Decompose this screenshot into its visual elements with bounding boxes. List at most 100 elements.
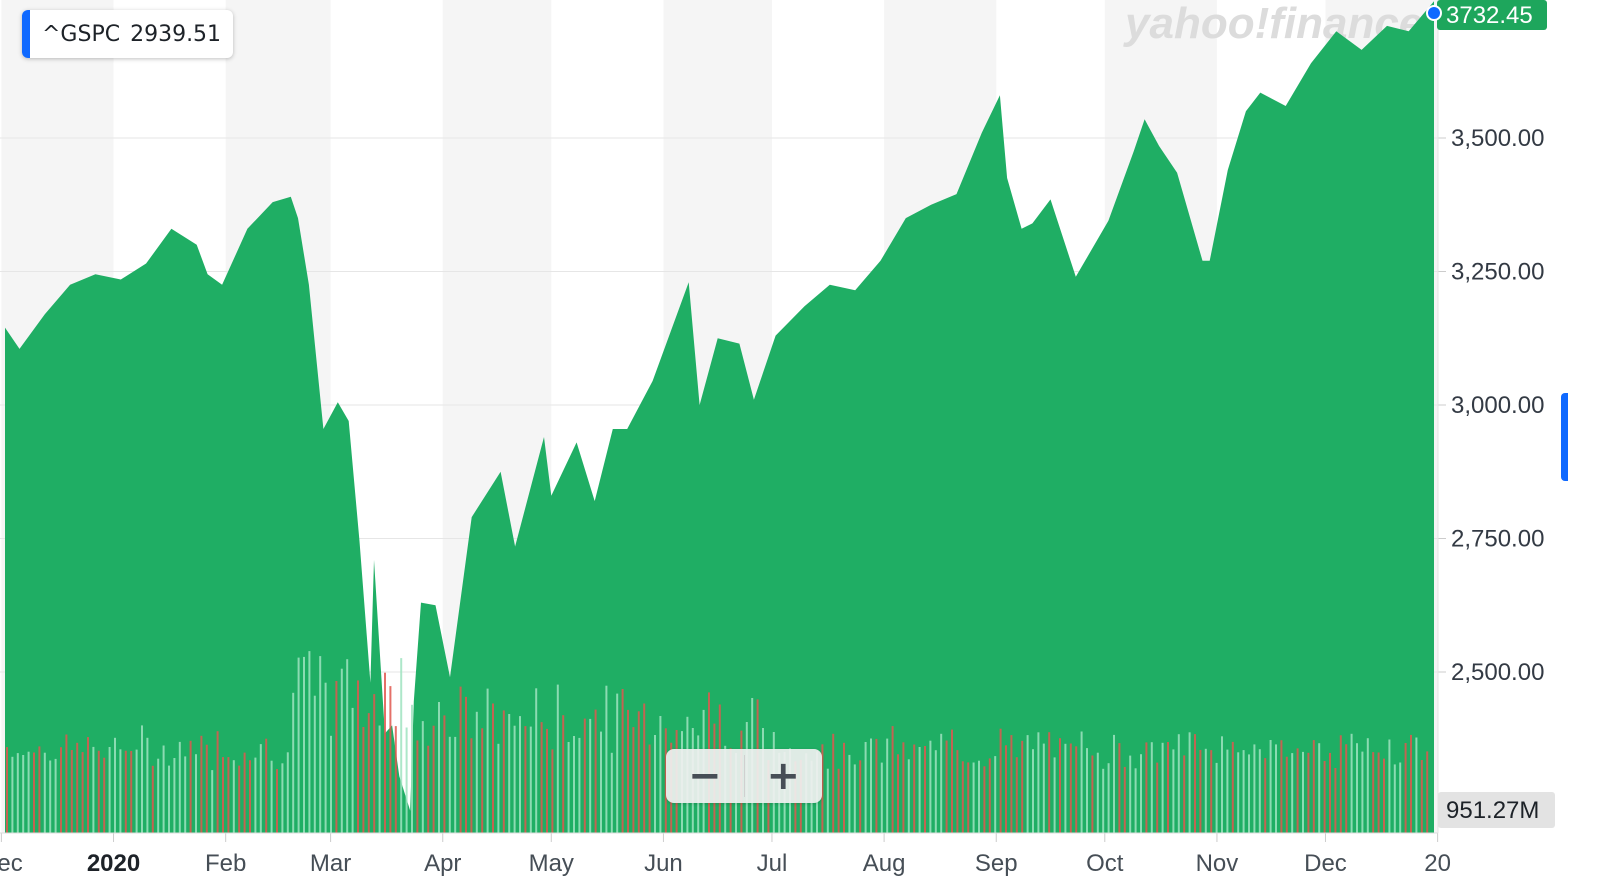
- volume-bar: [281, 763, 284, 833]
- volume-bar: [897, 754, 899, 833]
- volume-bar: [265, 738, 268, 833]
- volume-bar: [254, 757, 257, 833]
- volume-bar: [319, 656, 322, 833]
- volume-bar: [135, 749, 138, 833]
- volume-bar: [486, 688, 489, 833]
- volume-bar: [38, 746, 41, 833]
- volume-bar: [1145, 742, 1148, 833]
- volume-bar: [427, 745, 430, 833]
- volume-bar: [184, 756, 187, 833]
- volume-bar: [1102, 768, 1105, 833]
- volume-bar: [837, 768, 840, 833]
- volume-bar: [1221, 736, 1223, 833]
- volume-bar: [1291, 753, 1294, 833]
- volume-bar: [394, 726, 397, 833]
- volume-bar: [1415, 737, 1418, 833]
- x-tick-label: 2020: [87, 850, 140, 877]
- volume-bar: [157, 758, 160, 833]
- volume-bar: [346, 659, 349, 833]
- volume-bar: [443, 715, 446, 833]
- volume-bar: [54, 758, 57, 833]
- volume-bar: [1113, 734, 1115, 833]
- volume-bar: [227, 757, 230, 833]
- volume-bar: [1107, 763, 1110, 833]
- volume-bar: [913, 744, 916, 833]
- volume-bar: [259, 744, 262, 833]
- symbol-legend[interactable]: ^GSPC 2939.51: [22, 10, 234, 58]
- volume-bar: [513, 725, 516, 833]
- volume-bar: [492, 703, 494, 833]
- volume-bar: [6, 747, 8, 833]
- volume-bar: [211, 770, 214, 833]
- volume-bar: [411, 704, 413, 833]
- volume-bar: [1237, 752, 1240, 833]
- volume-bar: [1318, 743, 1321, 833]
- zoom-out-button[interactable]: −: [666, 749, 744, 803]
- volume-bar: [119, 749, 122, 833]
- volume-bar: [546, 728, 548, 833]
- volume-bar: [1334, 768, 1337, 833]
- volume-bar: [465, 696, 467, 833]
- volume-bar: [1210, 750, 1213, 833]
- volume-bar: [11, 756, 14, 833]
- volume-bar: [1032, 749, 1034, 833]
- volume-bar: [243, 752, 246, 833]
- volume-bar: [1161, 742, 1164, 833]
- volume-bar: [621, 689, 624, 833]
- volume-bar: [994, 756, 997, 833]
- volume-bar: [146, 737, 149, 833]
- legend-value: 2939.51: [130, 21, 222, 47]
- volume-bar: [1248, 754, 1250, 833]
- volume-bar: [540, 722, 543, 833]
- volume-bar: [340, 668, 343, 833]
- volume-bar: [1172, 749, 1175, 833]
- y-tick-label: 2,500.00: [1451, 659, 1544, 686]
- x-tick-label: Apr: [424, 850, 461, 877]
- volume-bar: [1204, 748, 1207, 833]
- volume-bar: [637, 711, 640, 833]
- volume-bar: [286, 752, 289, 833]
- volume-bar: [205, 744, 208, 833]
- zoom-controls: − +: [666, 749, 822, 803]
- volume-bar: [1383, 758, 1385, 833]
- volume-bar: [1426, 751, 1429, 833]
- volume-bar: [1134, 768, 1137, 833]
- volume-bar: [481, 728, 484, 833]
- volume-bar: [49, 760, 52, 833]
- volume-bar: [934, 750, 937, 833]
- volume-bar: [864, 742, 867, 833]
- volume-bar: [524, 726, 527, 833]
- volume-bar: [918, 747, 921, 833]
- volume-bar: [832, 733, 835, 833]
- legend-symbol: ^GSPC: [42, 21, 121, 47]
- volume-bar: [929, 740, 932, 833]
- volume-bar: [378, 725, 381, 833]
- volume-bar: [848, 754, 851, 833]
- volume-bar: [508, 714, 511, 833]
- volume-bar: [416, 740, 419, 833]
- volume-bar: [232, 760, 235, 833]
- volume-bar: [551, 749, 554, 833]
- volume-bar: [1264, 758, 1267, 833]
- volume-bar: [114, 737, 116, 833]
- zoom-in-button[interactable]: +: [745, 749, 823, 803]
- volume-bar: [610, 752, 613, 833]
- volume-bar: [1296, 748, 1299, 833]
- volume-bar: [1042, 743, 1045, 833]
- volume-bar: [1059, 738, 1061, 833]
- volume-bar: [891, 726, 894, 833]
- volume-bar: [1129, 755, 1132, 833]
- volume-bar: [859, 760, 862, 833]
- volume-bar: [870, 738, 872, 833]
- y-tick-label: 3,000.00: [1451, 392, 1544, 419]
- volume-bar: [1253, 744, 1256, 833]
- volume-bar: [821, 744, 824, 833]
- x-tick-label: Sep: [975, 850, 1018, 877]
- volume-bar: [16, 753, 19, 833]
- side-panel-handle[interactable]: [1561, 393, 1568, 481]
- volume-bar: [567, 742, 570, 833]
- volume-bar: [1420, 760, 1423, 833]
- volume-bar: [1361, 751, 1364, 833]
- volume-bar: [1053, 757, 1056, 833]
